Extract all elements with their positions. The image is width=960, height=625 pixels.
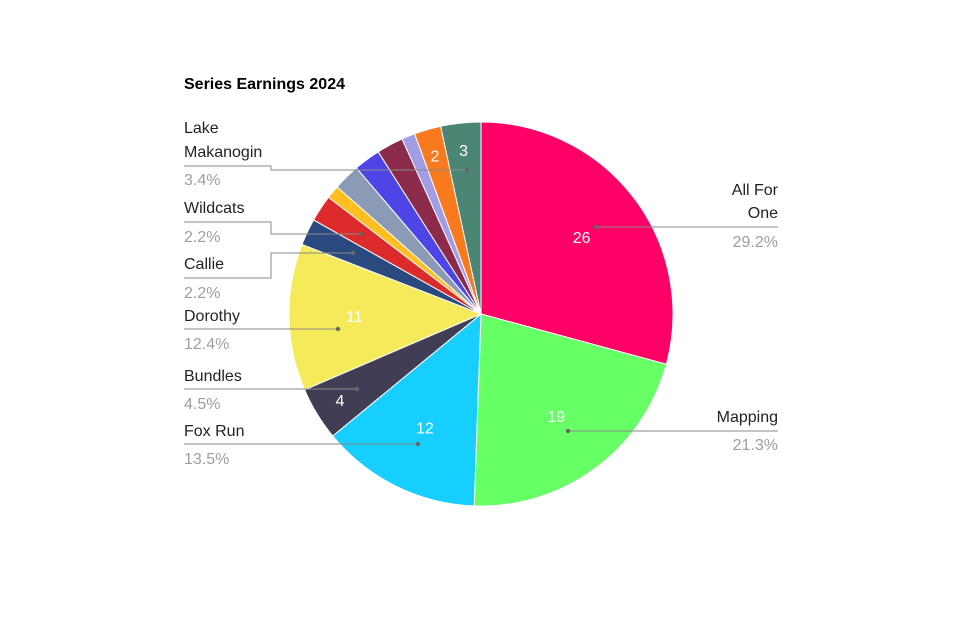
callout-percent: 2.2%	[184, 285, 220, 302]
callout-name: All For	[732, 182, 779, 199]
slice-value-label: 11	[346, 309, 363, 326]
callout-name: Makanogin	[184, 144, 262, 161]
callout-name: Callie	[184, 256, 224, 273]
callout-percent: 12.4%	[184, 336, 229, 353]
callout-name: Mapping	[717, 409, 778, 426]
leader-dot	[565, 428, 571, 434]
callout-name: Bundles	[184, 368, 242, 385]
leader-line-left-2	[184, 252, 353, 279]
callout-percent: 13.5%	[184, 451, 229, 468]
callout-labels: Lake Makanogin 3.4% Wildcats 2.2% Callie 2.2% D…	[184, 120, 779, 468]
pie-slice-fox-run	[332, 312, 482, 507]
callout-name: One	[748, 205, 778, 222]
slice-value-label: 3	[459, 143, 468, 160]
slice-value-label: 2	[431, 148, 440, 165]
callout-leader-lines	[184, 165, 778, 447]
pie-slice-mapping	[473, 313, 667, 507]
callout-percent: 4.5%	[184, 396, 220, 413]
callout-percent: 2.2%	[184, 229, 220, 246]
callout-name: Lake	[184, 120, 219, 137]
leader-dot	[358, 231, 364, 237]
slice-value-label: 19	[547, 409, 565, 426]
leader-dot	[593, 224, 599, 230]
pie-slices	[288, 121, 674, 507]
leader-dot	[350, 250, 356, 256]
slice-value-label: 26	[573, 230, 591, 247]
leader-dot	[464, 167, 470, 173]
callout-name: Wildcats	[184, 200, 244, 217]
leader-dot	[354, 386, 360, 392]
callout-name: Dorothy	[184, 308, 240, 325]
chart-title: Series Earnings 2024	[184, 76, 345, 93]
leader-dot	[415, 441, 421, 447]
callout-name: Fox Run	[184, 423, 244, 440]
slice-value-label: 4	[336, 393, 345, 410]
pie-slice-all-for-one	[480, 121, 674, 365]
leader-dot	[335, 326, 341, 332]
callout-percent: 29.2%	[733, 234, 778, 251]
callout-percent: 3.4%	[184, 172, 220, 189]
slice-value-labels: 26 19 12 4 11 2 3	[336, 143, 591, 438]
leader-line-left-0	[184, 165, 467, 171]
callout-percent: 21.3%	[733, 437, 778, 454]
slice-value-label: 12	[416, 421, 434, 438]
leader-line-left-1	[184, 221, 361, 235]
